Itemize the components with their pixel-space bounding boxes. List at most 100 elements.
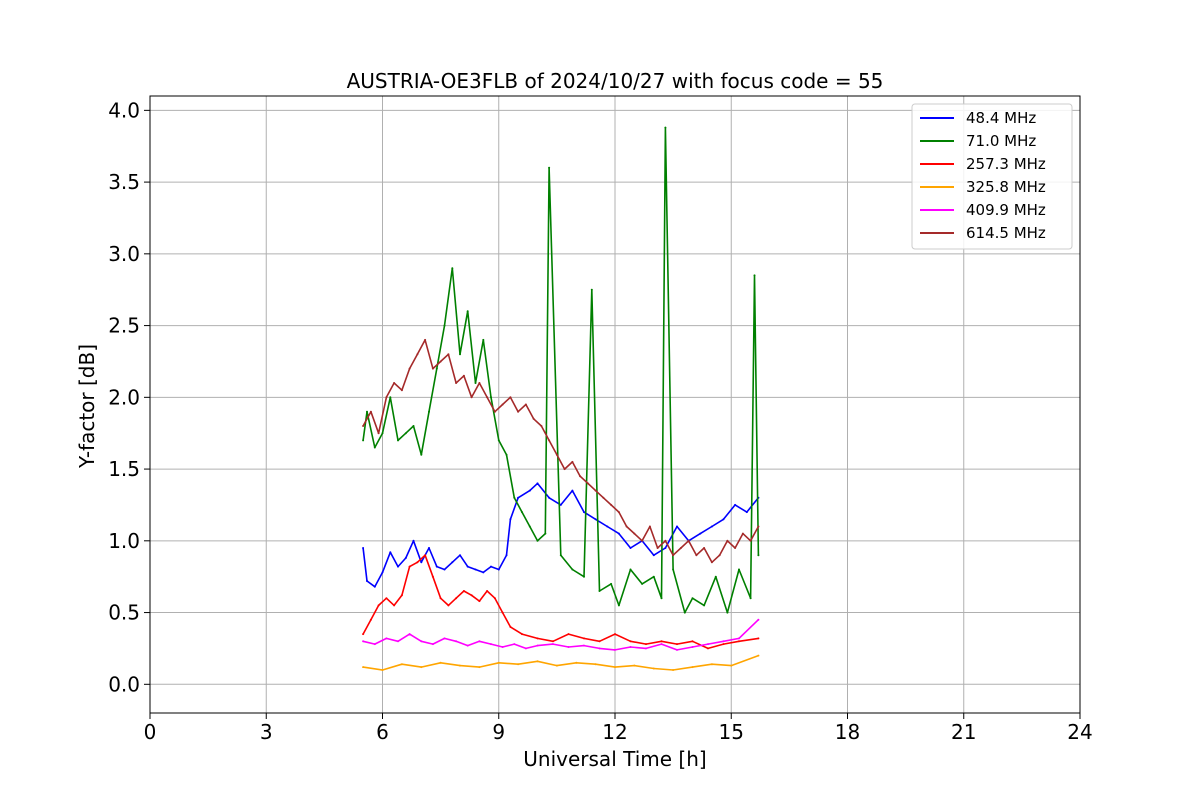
data-point [397,565,399,568]
data-point [377,432,380,435]
data-point [412,539,415,542]
legend-label: 614.5 MHz [966,224,1046,242]
data-point [617,511,620,514]
data-point [385,396,388,399]
data-point [389,396,392,399]
data-point [428,410,430,413]
data-point [428,547,430,549]
data-point [629,547,632,549]
data-point [435,565,438,568]
data-point [714,575,717,578]
legend-label: 409.9 MHz [966,201,1046,219]
data-point [501,403,504,406]
data-point [459,554,461,557]
x-tick-label: 15 [719,720,744,744]
series-0 [362,482,760,588]
data-point [443,568,446,571]
data-point [439,597,442,600]
x-axis-title: Universal Time [h] [523,747,706,771]
data-point [513,496,516,499]
data-point [509,518,512,521]
series-line [362,126,760,614]
data-point [478,666,481,669]
data-point [722,640,725,643]
data-point [501,646,504,648]
data-point [459,664,461,667]
data-point [718,554,721,557]
data-point [362,439,365,442]
chart-title: AUSTRIA-OE3FLB of 2024/10/27 with focus … [347,69,884,93]
series-2 [362,554,760,650]
data-point [652,554,655,557]
data-point [439,661,442,664]
data-point [641,582,644,585]
data-point [443,637,446,640]
data-point [583,575,585,578]
data-point [676,525,678,528]
data-point [536,637,539,640]
data-point [486,590,489,592]
data-point [462,374,465,377]
data-point [517,410,520,413]
data-point [614,648,616,651]
data-point [672,669,675,671]
data-point [455,640,458,643]
series-4 [362,618,760,651]
data-point [594,518,597,521]
data-point [439,360,442,363]
data-point [749,539,752,542]
data-point [470,396,473,399]
data-point [664,126,667,129]
data-point [424,554,427,557]
data-point [687,539,690,542]
data-point [373,643,376,646]
data-point [362,633,365,636]
data-point [517,663,520,666]
data-point [741,532,744,535]
data-point [579,475,582,478]
data-point [478,382,481,384]
data-point [521,633,523,636]
data-point [540,425,543,427]
data-point [610,582,613,585]
data-point [362,666,365,669]
data-point [617,604,620,607]
series-3 [362,654,760,671]
data-point [420,666,423,669]
data-point [652,667,655,670]
data-point [695,554,698,557]
data-point [493,410,496,413]
data-point [629,568,632,571]
data-point [590,288,593,291]
data-point [559,554,562,557]
data-point [400,594,403,597]
data-point [420,640,423,643]
data-point [648,525,651,528]
data-point [490,643,492,646]
data-point [594,663,597,666]
data-point [722,643,725,646]
data-point [676,643,678,646]
data-point [660,640,663,643]
data-point [548,166,551,169]
legend-label: 325.8 MHz [966,178,1046,196]
data-point [598,590,601,592]
x-tick-label: 9 [492,720,505,744]
data-point [536,539,539,542]
data-point [373,585,376,588]
data-point [703,604,706,607]
data-point [652,575,655,578]
data-point [586,482,589,485]
data-point [726,611,729,614]
data-point [497,661,500,664]
data-point [757,525,760,528]
data-point [710,561,713,564]
x-tick-label: 3 [260,720,273,744]
data-point [389,551,392,554]
data-point [381,432,384,435]
x-tick-label: 0 [144,720,157,744]
data-point [536,482,539,485]
data-point [625,525,628,528]
data-point [509,396,512,399]
